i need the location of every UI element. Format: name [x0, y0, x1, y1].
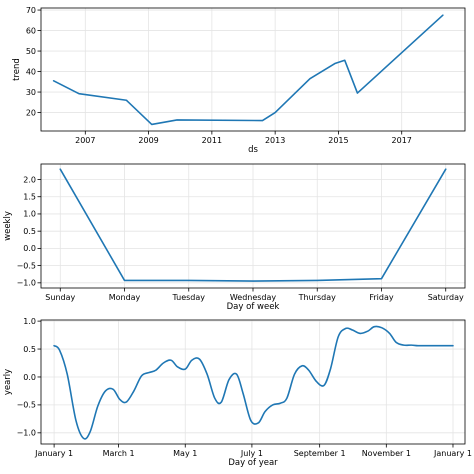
x-tick-label: 2017 [392, 136, 412, 145]
x-tick-label: 2013 [265, 136, 285, 145]
x-tick-label: 2011 [202, 136, 222, 145]
y-tick-label: −0.5 [17, 261, 36, 270]
x-tick-label: November 1 [362, 449, 411, 458]
y-axis-label: yearly [3, 369, 13, 395]
x-tick-label: Monday [109, 293, 141, 302]
y-tick-label: 60 [26, 26, 36, 35]
series-line-trend [52, 14, 444, 126]
x-tick-label: Thursday [298, 293, 336, 302]
series-line-yearly [53, 325, 454, 440]
x-tick-label: Tuesday [171, 293, 205, 302]
plot-frame [40, 319, 466, 445]
x-axis-label: Day of year [228, 458, 278, 468]
x-tick-label: 2009 [138, 136, 158, 145]
panel-yearly: January 1 March 1 May 1 July 1 September 1 No… [3, 317, 472, 468]
y-tick-label: 0.5 [23, 227, 36, 236]
panel-weekly: Sunday Monday Tuesday Wednesday Thursday Frid… [3, 163, 466, 312]
y-axis-label: trend [12, 58, 22, 81]
y-tick-label: 30 [26, 88, 36, 97]
y-tick-label: 40 [26, 67, 36, 76]
x-tick-label: March 1 [103, 449, 135, 458]
y-tick-label: 50 [26, 47, 36, 56]
y-tick-label: −1.0 [17, 429, 36, 438]
y-tick-label: 1.0 [23, 317, 36, 326]
x-tick-label: Wednesday [230, 293, 277, 302]
x-tick-label: May 1 [173, 449, 197, 458]
x-tick-label: January 1 [34, 449, 73, 458]
y-tick-label: 1.0 [23, 210, 36, 219]
plot-frame [40, 7, 466, 132]
x-axis-label: ds [248, 145, 258, 155]
y-tick-label: 20 [26, 108, 36, 117]
y-tick-label: 0.0 [23, 244, 36, 253]
y-axis-label: weekly [3, 211, 13, 241]
y-tick-label: 1.5 [23, 193, 36, 202]
x-tick-label: Saturday [428, 293, 464, 302]
y-tick-label: 70 [26, 6, 36, 15]
y-tick-label: −0.5 [17, 401, 36, 410]
y-tick-label: 0.0 [23, 373, 36, 382]
y-tick-label: −1.0 [17, 279, 36, 288]
y-tick-label: 2.0 [23, 175, 36, 184]
series-line-weekly [59, 168, 447, 282]
x-tick-label: January 1 [433, 449, 472, 458]
x-tick-label: July 1 [240, 449, 263, 458]
x-tick-label: Friday [369, 293, 394, 302]
x-tick-label: 2015 [328, 136, 348, 145]
y-tick-label: 0.5 [23, 345, 36, 354]
x-axis-label: Day of week [227, 302, 280, 312]
x-tick-label: September 1 [294, 449, 346, 458]
x-tick-label: 2007 [75, 136, 95, 145]
x-tick-label: Sunday [45, 293, 75, 302]
panel-trend: 2007 2009 2011 2013 2015 2017 20 30 40 50 60 70 ds tr… [12, 6, 466, 155]
